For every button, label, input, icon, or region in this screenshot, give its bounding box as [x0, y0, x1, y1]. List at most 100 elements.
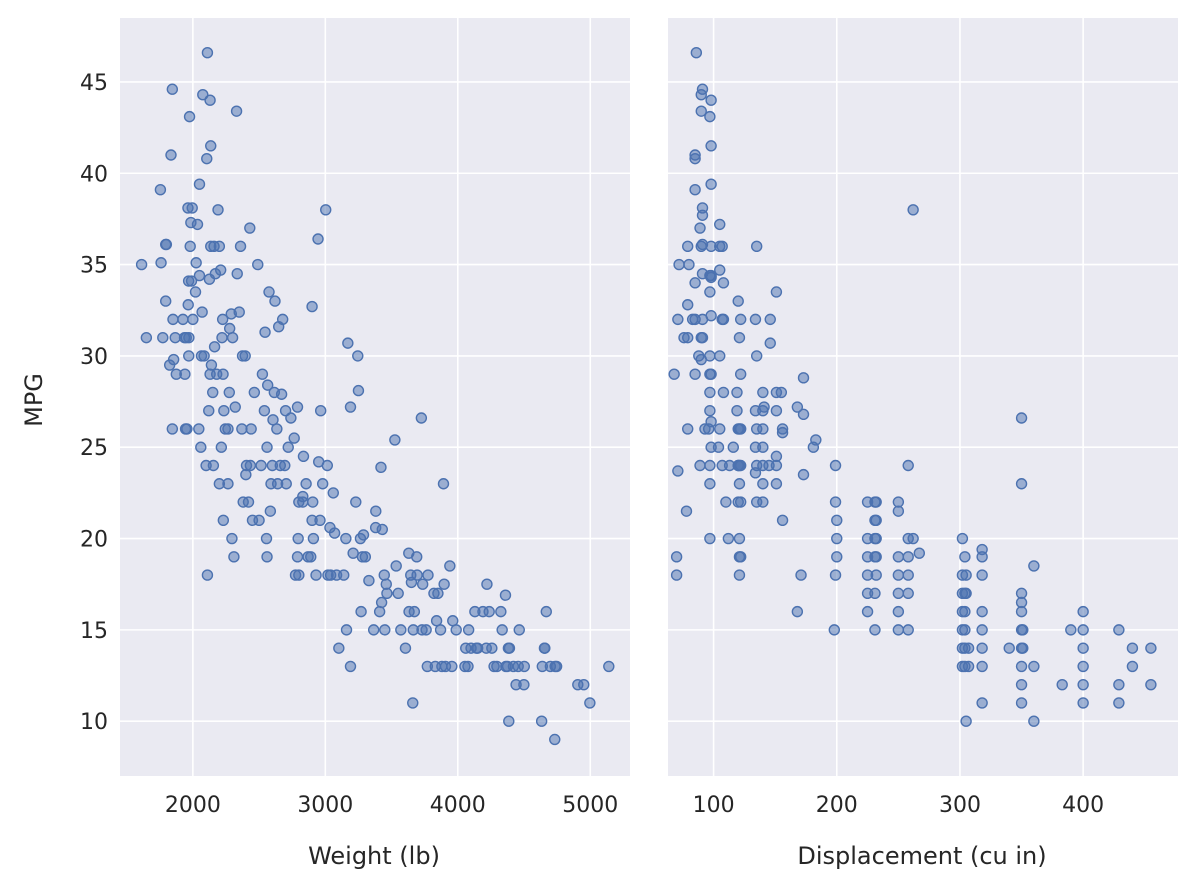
weight-x-tick-label: 3000 [297, 793, 353, 818]
weight-data-point [342, 337, 354, 349]
displacement-data-point [733, 331, 746, 344]
displacement-data-point [694, 222, 706, 234]
displacement-data-point [960, 715, 972, 727]
y-tick-label: 40 [80, 162, 108, 187]
displacement-data-point [1003, 642, 1015, 654]
y-tick-label: 30 [80, 345, 108, 370]
y-tick-label: 45 [80, 71, 108, 96]
weight-data-point [344, 660, 357, 673]
displacement-data-point [869, 624, 881, 636]
displacement-data-point [696, 83, 709, 95]
displacement-data-point [1065, 624, 1077, 636]
displacement-data-point [1077, 660, 1089, 673]
weight-data-point [333, 642, 345, 654]
displacement-data-point [1015, 678, 1028, 691]
displacement-data-point [959, 605, 971, 618]
displacement-data-point [960, 569, 972, 581]
displacement-data-point [870, 551, 882, 563]
weight-data-point [201, 47, 214, 59]
displacement-data-point [810, 434, 822, 446]
weight-data-point [140, 331, 153, 344]
displacement-x-tick-label: 300 [939, 793, 981, 818]
weight-data-point [390, 560, 402, 572]
displacement-data-point [1015, 412, 1028, 424]
weight-data-point [288, 432, 300, 444]
weight-data-point [316, 478, 329, 490]
displacement-data-point [869, 587, 881, 600]
weight-data-point [191, 218, 204, 231]
displacement-data-point [976, 642, 988, 654]
weight-data-point [166, 83, 179, 95]
displacement-data-point [673, 258, 685, 271]
displacement-data-point [714, 264, 726, 276]
displacement-data-point [976, 660, 988, 673]
displacement-data-point [704, 110, 716, 123]
weight-data-point [513, 624, 525, 636]
weight-data-point [279, 459, 291, 472]
displacement-data-point [757, 386, 769, 399]
weight-data-point [264, 505, 277, 517]
weight-data-point [269, 295, 281, 307]
displacement-data-point [776, 514, 789, 526]
weight-data-point [352, 384, 365, 397]
weight-data-point [415, 412, 428, 424]
weight-data-point [495, 605, 507, 618]
weight-data-point [344, 401, 357, 413]
weight-data-point [183, 110, 196, 123]
weight-data-point [535, 715, 548, 727]
weight-data-point [438, 578, 450, 590]
displacement-data-point [727, 441, 739, 453]
displacement-data-point [770, 450, 783, 463]
weight-data-point [183, 331, 195, 344]
weight-data-point [233, 306, 245, 318]
weight-data-point [420, 624, 432, 636]
displacement-data-point [1056, 678, 1068, 691]
weight-data-point [378, 569, 390, 581]
displacement-data-point [704, 532, 716, 545]
displacement-data-point [757, 423, 769, 435]
weight-data-point [215, 441, 228, 453]
displacement-data-point [722, 532, 735, 545]
weight-data-point [182, 299, 194, 311]
displacement-data-point [892, 605, 905, 618]
weight-data-point [584, 697, 596, 709]
weight-data-point [212, 204, 224, 216]
weight-data-point [518, 660, 530, 673]
displacement-data-point [704, 404, 716, 417]
displacement-data-point [716, 240, 728, 253]
displacement-data-point [976, 605, 988, 618]
displacement-data-point [689, 152, 701, 165]
weight-data-point [253, 514, 265, 526]
displacement-data-point [1077, 624, 1089, 636]
weight-data-point [389, 434, 401, 446]
displacement-data-point [1077, 642, 1089, 654]
weight-data-point [328, 527, 341, 539]
displacement-data-point [714, 218, 726, 231]
weight-data-point [305, 551, 317, 563]
weight-data-point [259, 326, 271, 338]
displacement-data-point [731, 386, 743, 399]
displacement-data-point [770, 404, 783, 417]
weight-data-point [189, 286, 202, 298]
displacement-data-point [976, 569, 988, 581]
displacement-data-point [797, 468, 810, 481]
displacement-data-point [1113, 624, 1125, 636]
displacement-data-point [682, 299, 694, 311]
weight-data-point [355, 605, 367, 618]
weight-x-tick-label: 4000 [430, 793, 486, 818]
displacement-data-point [1113, 697, 1125, 709]
displacement-data-point [1017, 642, 1029, 654]
weight-data-point [184, 240, 196, 253]
weight-data-point [223, 386, 235, 399]
displacement-data-point [680, 505, 693, 517]
weight-data-point [275, 388, 288, 400]
displacement-data-point [705, 368, 717, 380]
displacement-data-point [705, 310, 717, 322]
displacement-data-point [705, 178, 717, 190]
weight-data-point [201, 152, 213, 165]
displacement-data-point [764, 313, 776, 326]
displacement-data-point [902, 459, 914, 472]
weight-data-point [539, 642, 551, 654]
displacement-data-point [690, 47, 703, 59]
